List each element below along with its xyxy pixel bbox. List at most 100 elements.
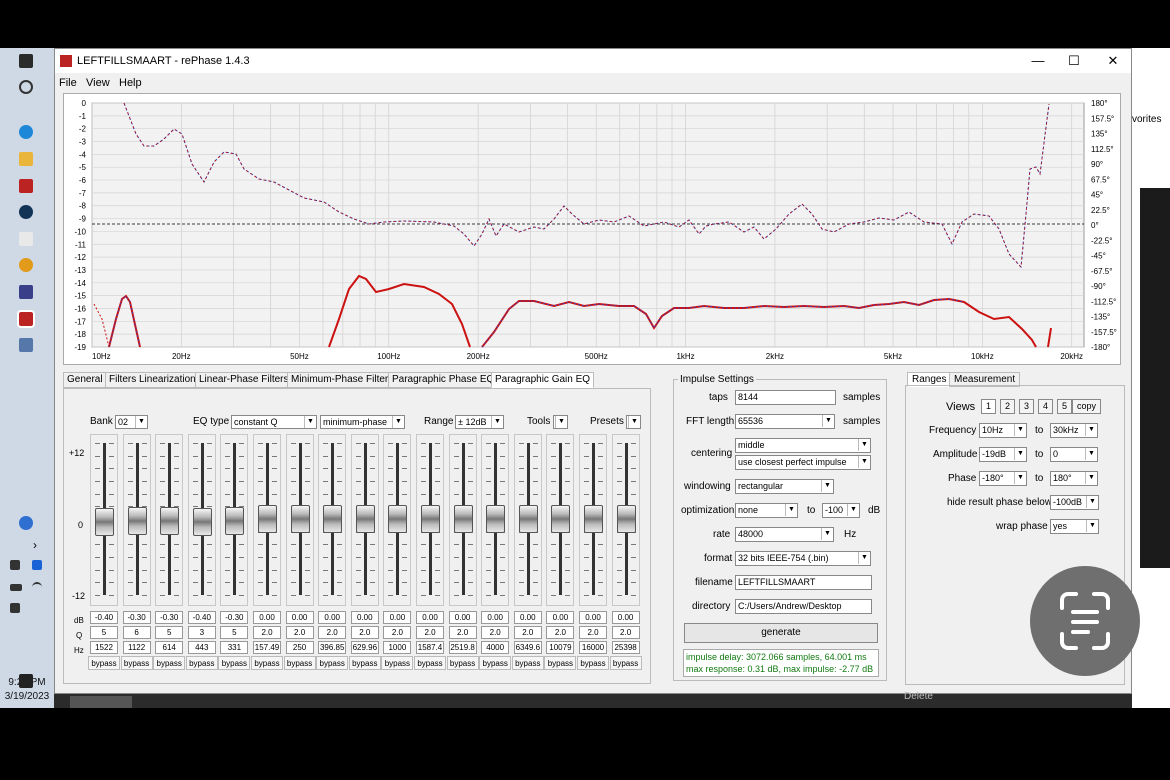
band-gain-slider[interactable] <box>90 434 118 606</box>
band-gain-slider[interactable] <box>220 434 249 606</box>
tab-filters-linearization[interactable]: Filters Linearization <box>105 372 200 388</box>
volume-icon[interactable] <box>10 603 20 613</box>
band-hz-field[interactable]: 25398 <box>611 641 640 654</box>
band-db-field[interactable]: 0.00 <box>416 611 444 624</box>
band-bypass-button[interactable]: bypass <box>544 656 577 670</box>
band-bypass-button[interactable]: bypass <box>153 656 186 670</box>
app-icon[interactable] <box>19 232 33 246</box>
hide-phase-select[interactable]: -100dB ▼ <box>1050 495 1099 510</box>
band-bypass-button[interactable]: bypass <box>609 656 642 670</box>
maximize-button[interactable]: ☐ <box>1068 53 1080 68</box>
slider-thumb[interactable] <box>421 505 440 533</box>
tab-paragraphic-phase-eq[interactable]: Paragraphic Phase EQ <box>388 372 499 388</box>
band-q-field[interactable]: 2.0 <box>513 626 542 639</box>
slider-thumb[interactable] <box>192 507 212 536</box>
band-gain-slider[interactable] <box>448 434 477 606</box>
slider-thumb[interactable] <box>486 505 506 533</box>
band-hz-field[interactable]: 396.85 <box>318 641 347 654</box>
band-hz-field[interactable]: 157.49 <box>253 641 281 654</box>
slider-thumb[interactable] <box>258 505 277 533</box>
directory-input[interactable]: C:/Users/Andrew/Desktop <box>735 599 872 614</box>
generate-button[interactable]: generate <box>684 623 878 643</box>
band-q-field[interactable]: 6 <box>122 626 151 639</box>
search-icon[interactable] <box>19 80 33 94</box>
help-icon[interactable] <box>19 516 33 530</box>
band-hz-field[interactable]: 16000 <box>579 641 607 654</box>
band-db-field[interactable]: -0.30 <box>122 611 151 624</box>
optimization-db-select[interactable]: -100 ▼ <box>822 503 860 518</box>
band-bypass-button[interactable]: bypass <box>479 656 512 670</box>
band-hz-field[interactable]: 6349.6 <box>513 641 542 654</box>
taps-input[interactable]: 8144 <box>735 390 836 405</box>
band-db-field[interactable]: -0.40 <box>187 611 216 624</box>
slider-thumb[interactable] <box>290 505 310 533</box>
screen-search-button[interactable] <box>1030 566 1140 676</box>
media-app-icon[interactable] <box>19 205 33 219</box>
menu-file[interactable]: File <box>59 77 77 89</box>
presets-select[interactable]: ▼ <box>626 415 641 429</box>
band-hz-field[interactable]: 614 <box>155 641 184 654</box>
rephase-app-icon[interactable] <box>19 179 33 193</box>
band-q-field[interactable]: 2.0 <box>383 626 412 639</box>
band-bypass-button[interactable]: bypass <box>218 656 251 670</box>
tab-general[interactable]: General <box>63 372 107 388</box>
band-q-field[interactable]: 2.0 <box>416 626 444 639</box>
view-button-2[interactable]: 2 <box>1000 399 1015 414</box>
band-bypass-button[interactable]: bypass <box>577 656 609 670</box>
centering-select[interactable]: middle ▼ <box>735 438 871 453</box>
band-gain-slider[interactable] <box>513 434 542 606</box>
phase-to-select[interactable]: 180° ▼ <box>1050 471 1098 486</box>
tab-paragraphic-gain-eq[interactable]: Paragraphic Gain EQ <box>491 372 595 388</box>
amplitude-from-select[interactable]: -19dB ▼ <box>979 447 1027 462</box>
band-bypass-button[interactable]: bypass <box>283 656 316 670</box>
band-db-field[interactable]: 0.00 <box>253 611 281 624</box>
band-bypass-button[interactable]: bypass <box>88 656 120 670</box>
slider-thumb[interactable] <box>160 506 180 535</box>
band-gain-slider[interactable] <box>481 434 510 606</box>
slider-thumb[interactable] <box>225 506 245 535</box>
rate-select[interactable]: 48000 ▼ <box>735 527 834 542</box>
slider-thumb[interactable] <box>616 505 636 533</box>
band-db-field[interactable]: -0.40 <box>90 611 118 624</box>
view-button-5[interactable]: 5 <box>1057 399 1072 414</box>
rew-app-icon[interactable] <box>19 285 33 299</box>
chrome-icon[interactable] <box>19 258 33 272</box>
wifi-icon[interactable] <box>32 582 42 592</box>
slider-thumb[interactable] <box>518 505 538 533</box>
band-gain-slider[interactable] <box>383 434 412 606</box>
minimize-button[interactable]: — <box>1031 53 1045 68</box>
optimization-select[interactable]: none ▼ <box>735 503 798 518</box>
eq-type-select[interactable]: constant Q ▼ <box>231 415 317 429</box>
band-hz-field[interactable]: 1122 <box>122 641 151 654</box>
copy-view-button[interactable]: copy <box>1072 399 1101 414</box>
response-graph[interactable]: 0 -1 -2 -3 -4 -5 -6 -7 -8 -9 -10 -11 -12 -13 -14 -15 -16… <box>63 93 1121 365</box>
slider-thumb[interactable] <box>95 507 114 536</box>
bluetooth-icon[interactable] <box>32 560 42 570</box>
tab-minimum-phase-filters[interactable]: Minimum-Phase Filters <box>287 372 398 388</box>
chevron-right-icon[interactable]: › <box>33 538 37 552</box>
slider-thumb[interactable] <box>355 505 375 533</box>
slider-thumb[interactable] <box>584 505 603 533</box>
menu-help[interactable]: Help <box>119 77 142 89</box>
fft-length-select[interactable]: 65536 ▼ <box>735 414 835 429</box>
device-icon[interactable] <box>10 560 20 570</box>
band-gain-slider[interactable] <box>318 434 347 606</box>
band-bypass-button[interactable]: bypass <box>185 656 218 670</box>
band-hz-field[interactable]: 10079 <box>546 641 575 654</box>
band-gain-slider[interactable] <box>253 434 281 606</box>
phase-mode-select[interactable]: minimum-phase ▼ <box>320 415 405 429</box>
band-hz-field[interactable]: 4000 <box>481 641 510 654</box>
band-q-field[interactable]: 2.0 <box>318 626 347 639</box>
notifications-icon[interactable] <box>19 674 33 688</box>
band-db-field[interactable]: 0.00 <box>285 611 314 624</box>
band-gain-slider[interactable] <box>122 434 151 606</box>
band-db-field[interactable]: 0.00 <box>318 611 347 624</box>
band-hz-field[interactable]: 1587.4 <box>416 641 444 654</box>
band-gain-slider[interactable] <box>611 434 640 606</box>
slider-thumb[interactable] <box>453 505 473 533</box>
view-button-3[interactable]: 3 <box>1019 399 1034 414</box>
edge-browser-icon[interactable] <box>19 125 33 139</box>
band-q-field[interactable]: 2.0 <box>546 626 575 639</box>
band-db-field[interactable]: 0.00 <box>448 611 477 624</box>
tab-linear-phase-filters[interactable]: Linear-Phase Filters <box>195 372 293 388</box>
